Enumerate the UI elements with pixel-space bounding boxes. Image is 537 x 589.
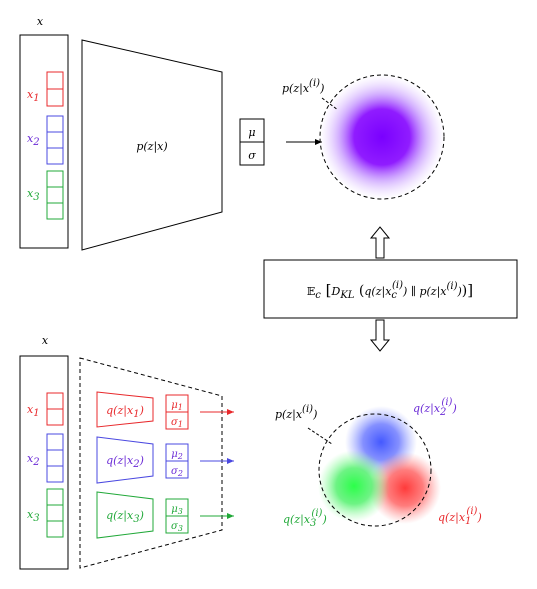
svg-text:x3: x3 xyxy=(27,508,40,524)
q3-blob xyxy=(318,450,390,522)
bottom-dist-circle xyxy=(318,413,432,527)
bottom-encoder-3: q(z|x3) μ3 σ3 xyxy=(96,491,189,539)
svg-text:μ2: μ2 xyxy=(171,449,183,461)
svg-text:q(z|x2): q(z|x2) xyxy=(106,454,144,470)
top-input-vector xyxy=(19,34,69,249)
top-mu: μ xyxy=(248,126,255,139)
svg-text:q(z|x3): q(z|x3) xyxy=(106,509,144,525)
bottom-encoder-1: q(z|x1) μ1 σ1 xyxy=(96,391,189,430)
svg-text:σ3: σ3 xyxy=(171,521,183,533)
top-dist-circle xyxy=(319,74,445,200)
top-seg3-label: x3 xyxy=(27,187,40,203)
kl-objective-text: 𝔼c [DKL (q(z|xc(i)) ∥ p(z|x(i)))] xyxy=(307,280,473,301)
q2-label: q(z|x2(i)) xyxy=(413,397,457,418)
top-segment-x2: x2 xyxy=(27,115,64,165)
bottom-encoder-2: q(z|x2) μ2 σ2 xyxy=(96,436,189,484)
q1-blob xyxy=(369,452,441,524)
bottom-segment-x1: x1 xyxy=(27,392,64,426)
bottom-x-label: x xyxy=(42,334,49,347)
bottom-segment-x3: x3 xyxy=(27,488,64,538)
svg-text:x1: x1 xyxy=(27,403,40,419)
svg-text:σ2: σ2 xyxy=(171,466,183,478)
svg-text:x2: x2 xyxy=(27,452,40,468)
bottom-input-vector xyxy=(19,355,69,570)
top-seg1-label: x1 xyxy=(27,88,40,104)
top-x-label: x xyxy=(37,15,44,28)
top-encoder-label: p(z|x) xyxy=(136,140,167,154)
down-hollow-arrow xyxy=(369,319,391,352)
top-segment-x3: x3 xyxy=(27,170,64,220)
bottom-p-label: p(z|x(i)) xyxy=(275,404,317,422)
bottom-dist-pointer xyxy=(307,427,333,445)
top-segment-x1: x1 xyxy=(27,71,64,107)
svg-text:q(z|x1): q(z|x1) xyxy=(106,404,144,420)
q3-label: q(z|x3(i)) xyxy=(283,508,327,529)
up-hollow-arrow xyxy=(369,226,391,259)
svg-text:μ3: μ3 xyxy=(171,504,183,516)
svg-text:μ1: μ1 xyxy=(171,400,183,412)
top-dist-pointer xyxy=(321,97,339,111)
top-dist-label: p(z|x(i)) xyxy=(282,78,324,96)
top-encoder-trapezoid xyxy=(81,39,223,251)
bottom-segment-x2: x2 xyxy=(27,433,64,483)
kl-objective-box xyxy=(263,259,518,319)
top-sigma: σ xyxy=(248,149,256,162)
svg-text:σ1: σ1 xyxy=(171,417,183,429)
q1-label: q(z|x1(i)) xyxy=(438,506,482,527)
top-seg2-label: x2 xyxy=(27,132,40,148)
top-gaussian-blob xyxy=(320,75,444,199)
bottom-dashed-trapezoid xyxy=(79,357,223,569)
